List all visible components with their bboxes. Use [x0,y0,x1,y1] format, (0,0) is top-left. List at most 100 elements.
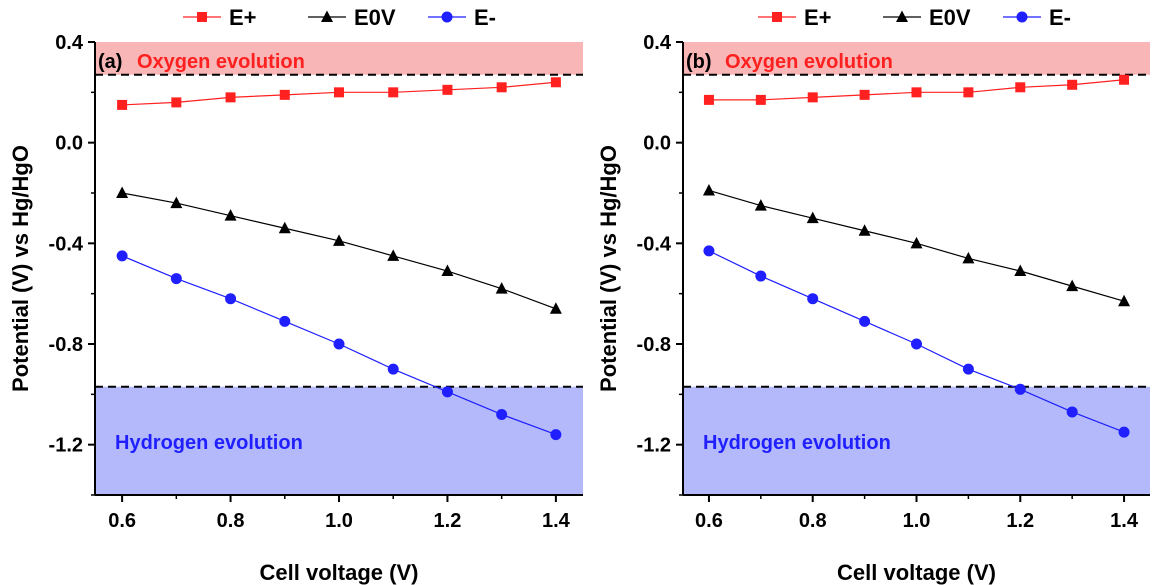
y-axis-title: Potential (V) vs Hg/HgO [596,145,621,392]
legend-marker [441,11,453,23]
y-tick-label: -0.8 [49,334,83,356]
data-point [963,87,974,98]
legend-label: E- [474,5,496,30]
data-point [703,245,715,257]
y-tick-label: -1.2 [49,435,83,457]
data-point [807,92,818,103]
data-point [858,224,871,236]
data-point [387,363,399,375]
x-tick-label: 1.2 [1006,510,1034,532]
x-axis-title: Cell voltage (V) [837,560,996,585]
y-tick-label: 0.4 [55,32,84,54]
x-tick-label: 0.8 [217,510,245,532]
region-label-oxygen: Oxygen evolution [725,51,893,73]
panel-label: (a) [98,51,122,73]
data-point [1014,264,1027,277]
data-point [1066,279,1079,292]
data-point [806,211,819,224]
x-tick-label: 1.4 [1110,510,1139,532]
data-point [911,87,922,98]
region-band-hydrogen [683,386,1150,495]
data-point [1118,426,1130,438]
data-point [116,250,128,262]
chart-panel-b: Oxygen evolution Hydrogen evolution (b) 0.6… [596,5,1150,585]
data-point [962,363,974,375]
data-point [807,293,819,305]
data-point [911,338,922,350]
data-point [550,429,562,441]
x-tick-label: 0.6 [695,510,723,532]
x-tick-label: 1.2 [434,510,462,532]
legend-label: E+ [229,5,257,30]
data-point [117,99,128,110]
data-point [225,92,236,103]
legend-marker [896,10,908,22]
data-point [279,315,291,327]
legend-marker [321,10,333,22]
region-band-oxygen [95,42,583,75]
data-point [859,89,870,100]
y-tick-label: 0.0 [643,133,671,155]
data-point [388,87,399,98]
x-tick-label: 1.4 [542,510,571,532]
data-point [549,302,562,314]
data-point [170,196,183,209]
legend-label: E0V [929,5,971,30]
data-point [225,293,237,305]
data-point [333,338,345,350]
data-point [387,249,400,261]
data-point [279,89,290,100]
data-point [171,97,182,108]
data-point [496,82,507,93]
data-point [495,282,508,294]
data-point [703,94,714,105]
data-point [333,234,345,246]
legend-label: E0V [354,5,396,30]
y-tick-label: 0.4 [643,32,672,54]
legend-marker [197,12,207,22]
series-line-1 [122,192,557,310]
data-point [755,270,767,282]
region-band-oxygen [683,42,1150,75]
x-tick-label: 0.6 [108,510,136,532]
data-point [702,183,715,196]
x-axis-title: Cell voltage (V) [260,560,419,585]
region-band-hydrogen [95,386,583,495]
data-point [1118,294,1131,307]
y-tick-label: -0.4 [49,233,84,255]
y-tick-label: -1.2 [637,435,671,457]
region-label-oxygen: Oxygen evolution [137,51,305,73]
y-tick-label: 0.0 [55,133,83,155]
region-label-hydrogen: Hydrogen evolution [703,432,891,454]
y-tick-label: -0.8 [637,334,671,356]
data-point [1119,74,1130,85]
data-point [1066,406,1078,418]
data-point [1067,79,1078,90]
legend-label: E+ [804,5,832,30]
data-point [441,264,454,277]
chart-panel-a: Oxygen evolution Hydrogen evolution (a) 0.6… [8,5,583,585]
data-point [754,199,767,211]
y-tick-label: -0.4 [637,233,672,255]
data-point [755,94,766,105]
x-tick-label: 0.8 [799,510,827,532]
data-point [170,273,182,285]
y-axis-title: Potential (V) vs Hg/HgO [8,145,33,392]
data-point [442,84,453,95]
legend: E+ E0V E- [758,5,1071,30]
data-point [859,315,871,327]
panel-label: (b) [686,51,712,73]
legend-label: E- [1049,5,1071,30]
data-point [496,408,508,420]
data-point [962,251,975,264]
data-point [1014,383,1026,395]
legend-marker [1016,11,1028,23]
data-point [278,221,291,234]
legend-marker [772,12,782,22]
x-tick-label: 1.0 [903,510,931,532]
legend: E+ E0V E- [183,5,496,30]
data-point [116,186,129,198]
data-point [224,209,237,221]
data-point [1015,82,1026,93]
